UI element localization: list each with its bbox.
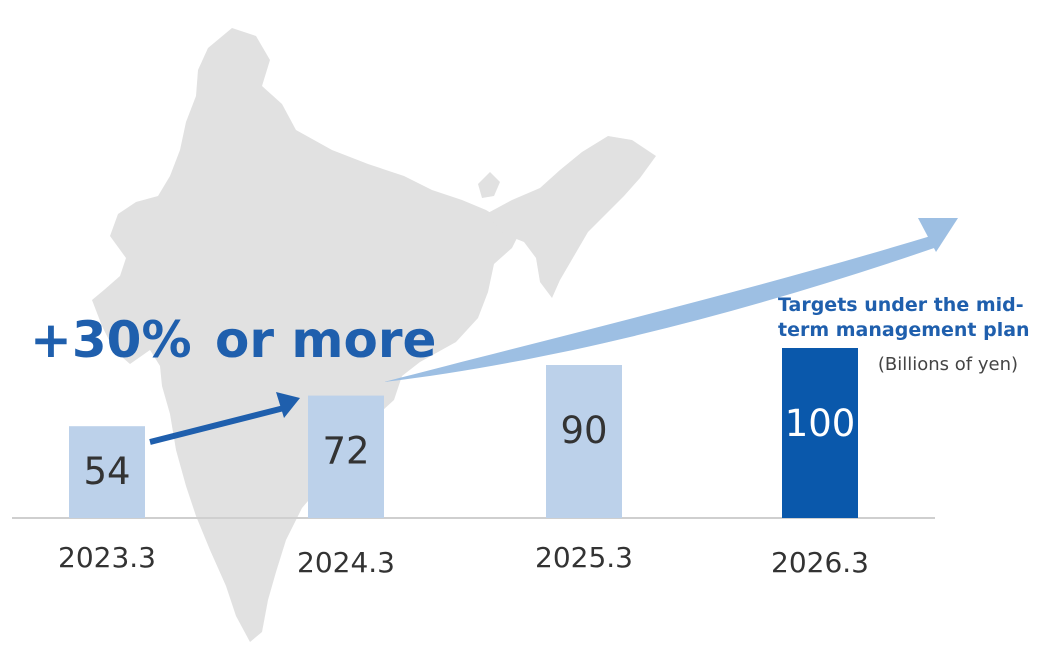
bar-2023.3 (69, 426, 145, 518)
bar-2025.3 (546, 365, 622, 518)
target-note-line1: Targets under the mid- (778, 294, 1024, 316)
category-label: 2024.3 (297, 546, 395, 579)
unit-label: (Billions of yen) (878, 354, 1018, 375)
growth-or-more: or more (215, 311, 436, 369)
growth-percent: +30% (30, 311, 192, 369)
india-map-icon (92, 28, 656, 642)
bar-value-label: 54 (83, 450, 130, 493)
bar-group: 54 72 90 100 (69, 348, 858, 518)
bar-2026.3 (782, 348, 858, 518)
growth-annotation: +30% or more (30, 311, 436, 369)
growth-arrow-head (918, 218, 958, 252)
category-label: 2025.3 (535, 541, 633, 574)
small-arrow-shaft (149, 405, 285, 445)
india-sikkim-shape (478, 172, 500, 198)
bar-value-label: 100 (785, 402, 856, 445)
bar-2024.3 (308, 395, 384, 518)
bar-value-label: 90 (560, 409, 607, 452)
growth-arrow-icon (384, 218, 958, 382)
category-label: 2023.3 (58, 541, 156, 574)
small-arrow-head (276, 392, 300, 418)
bar-value-label: 72 (322, 430, 369, 473)
india-northeast-shape (486, 136, 656, 298)
category-label: 2026.3 (771, 546, 869, 579)
india-mainland-shape (92, 28, 520, 642)
arrow-up-right-icon (149, 392, 300, 445)
target-note-line2: term management plan (778, 319, 1030, 341)
